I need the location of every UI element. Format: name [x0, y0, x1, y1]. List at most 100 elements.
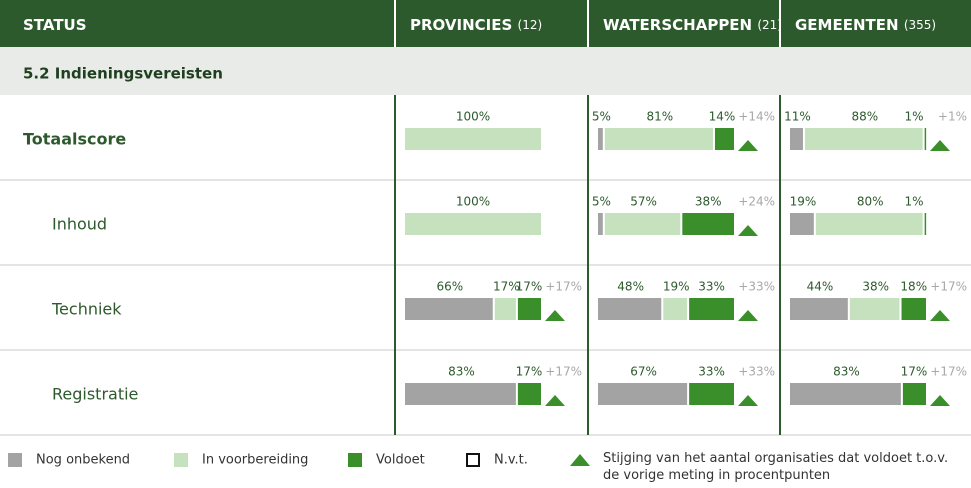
section-bar [0, 47, 971, 95]
bar-segment [901, 298, 926, 320]
value-label: 17% [901, 365, 928, 379]
bar-segment [924, 213, 927, 235]
value-label: 1% [904, 195, 923, 209]
legend-label: In voorbereiding [202, 453, 308, 468]
bar-segment [663, 298, 688, 320]
legend-label: Nog onbekend [36, 453, 130, 468]
column-name: STATUS [23, 16, 87, 34]
value-label: 5% [592, 110, 611, 124]
legend-label: Stijging van het aantal organisaties dat… [603, 451, 949, 483]
value-label: 1% [904, 110, 923, 124]
bar-segment [405, 383, 516, 405]
bar-segment [790, 213, 814, 235]
column-count: (21) [757, 18, 782, 32]
column-header: PROVINCIES (12) [410, 16, 542, 34]
bar-segment [689, 383, 734, 405]
value-label: 17% [516, 365, 543, 379]
bar-segment [405, 298, 493, 320]
column-name: GEMEENTEN [795, 16, 899, 34]
row-label: Techniek [51, 300, 122, 319]
bar-segment [598, 298, 662, 320]
bar-segment [849, 298, 900, 320]
rise-triangle [738, 225, 758, 236]
value-label: 19% [663, 280, 690, 294]
value-label: 80% [857, 195, 884, 209]
value-label: 14% [709, 110, 736, 124]
value-label: 19% [790, 195, 817, 209]
change-label: +24% [738, 195, 775, 209]
rise-triangle [930, 395, 950, 406]
value-label: 38% [862, 280, 889, 294]
change-label: +17% [930, 365, 967, 379]
value-label: 67% [630, 365, 657, 379]
value-label: 17% [516, 280, 543, 294]
row-label: Totaalscore [23, 130, 126, 149]
legend-label: N.v.t. [494, 453, 528, 468]
value-label: 100% [456, 110, 490, 124]
rise-triangle [545, 395, 565, 406]
value-label: 44% [807, 280, 834, 294]
value-label: 18% [900, 280, 927, 294]
change-label: +1% [938, 110, 967, 124]
value-label: 5% [592, 195, 611, 209]
value-label: 66% [437, 280, 464, 294]
bar-segment [902, 383, 926, 405]
row-label: Registratie [52, 385, 138, 404]
value-label: 11% [784, 110, 811, 124]
value-label: 83% [448, 365, 475, 379]
legend-swatch [174, 453, 188, 467]
bar-segment [790, 298, 848, 320]
bar-segment [517, 383, 541, 405]
bar-segment [804, 128, 923, 150]
legend-swatch [8, 453, 22, 467]
bar-segment [405, 128, 541, 150]
bar-segment [924, 128, 927, 150]
rise-triangle [738, 140, 758, 151]
rise-triangle [738, 310, 758, 321]
value-label: 57% [630, 195, 657, 209]
legend-triangle [570, 454, 590, 466]
bar-segment [790, 383, 901, 405]
value-label: 17% [493, 280, 520, 294]
bar-segment [604, 128, 713, 150]
bar-segment [598, 128, 603, 150]
change-label: +17% [545, 365, 582, 379]
rise-triangle [545, 310, 565, 321]
column-count: (355) [904, 18, 936, 32]
value-label: 83% [833, 365, 860, 379]
value-label: 38% [695, 195, 722, 209]
bar-segment [682, 213, 734, 235]
bar-segment [494, 298, 516, 320]
value-label: 33% [698, 365, 725, 379]
change-label: +17% [545, 280, 582, 294]
rise-triangle [738, 395, 758, 406]
column-name: WATERSCHAPPEN [603, 16, 752, 34]
section-title: 5.2 Indieningsvereisten [23, 65, 223, 83]
legend-note: Stijging van het aantal organisaties dat… [603, 451, 949, 483]
legend-swatch [348, 453, 362, 467]
bar-segment [604, 213, 681, 235]
change-label: +33% [738, 280, 775, 294]
bar-segment [815, 213, 923, 235]
value-label: 81% [647, 110, 674, 124]
bar-segment [689, 298, 734, 320]
column-count: (12) [518, 18, 543, 32]
bar-segment [517, 298, 541, 320]
bar-segment [790, 128, 803, 150]
legend-label: Voldoet [376, 453, 425, 468]
bar-segment [598, 383, 688, 405]
value-label: 88% [851, 110, 878, 124]
rise-triangle [930, 310, 950, 321]
bar-segment [714, 128, 734, 150]
value-label: 100% [456, 195, 490, 209]
bar-segment [405, 213, 541, 235]
row-label: Inhoud [52, 215, 107, 234]
column-header: GEMEENTEN (355) [795, 16, 936, 34]
column-name: PROVINCIES [410, 16, 512, 34]
change-label: +33% [738, 365, 775, 379]
rise-triangle [930, 140, 950, 151]
column-header: WATERSCHAPPEN (21) [603, 16, 782, 34]
change-label: +14% [738, 110, 775, 124]
column-header: STATUS [23, 16, 87, 34]
